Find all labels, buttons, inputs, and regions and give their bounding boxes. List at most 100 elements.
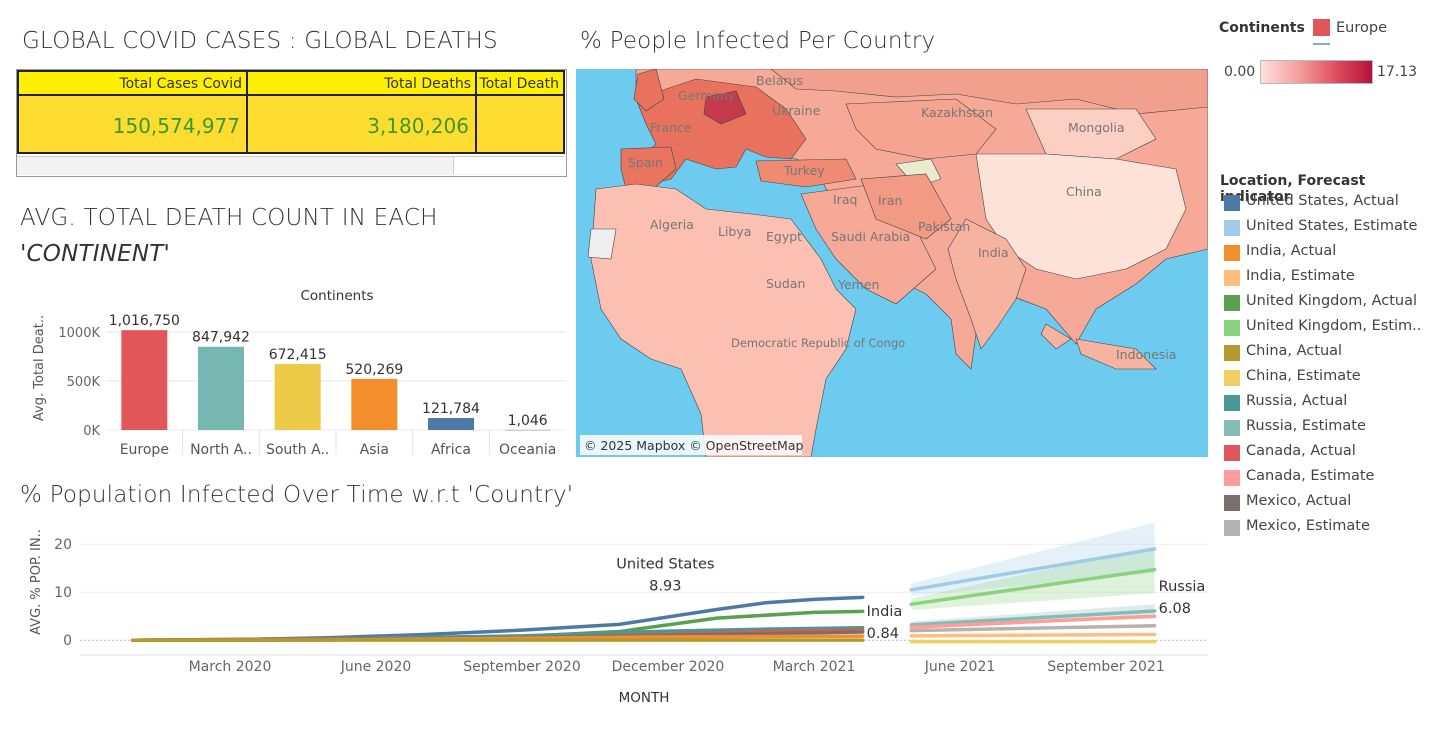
bar-category-label: North A..	[190, 442, 252, 458]
continents-legend-label: Continents	[1219, 20, 1305, 36]
continent-title-line2: 'CONTINENT'	[20, 241, 171, 267]
map-label-belarus: Belarus	[756, 73, 803, 88]
legend-label: Canada, Estimate	[1246, 468, 1375, 484]
legend-label: India, Estimate	[1246, 268, 1355, 284]
europe-legend-label[interactable]: Europe	[1336, 20, 1387, 36]
legend-swatch	[1224, 295, 1240, 311]
legend-label: China, Actual	[1246, 343, 1343, 359]
map-label-algeria: Algeria	[650, 217, 694, 232]
line-chart-xlabel: MONTH	[619, 690, 670, 706]
legend-swatch	[1224, 320, 1240, 336]
bar-chart-title: Continents	[300, 288, 373, 304]
line-annotation-value: 0.84	[867, 626, 899, 642]
forecast-legend-title: Location, Forecast indicator	[1220, 173, 1366, 205]
kpi-value-total-death	[475, 96, 565, 154]
line-ytick-label: 10	[54, 585, 72, 601]
line-annotation-value: 6.08	[1159, 601, 1191, 617]
bar-ytick-label: 500K	[67, 375, 101, 390]
bar-asia[interactable]	[351, 378, 398, 430]
line-chart-ylabel: AVG. % POP. IN..	[29, 529, 44, 635]
bar-data-label: 121,784	[422, 401, 480, 417]
legend-label: United Kingdom, Actual	[1246, 293, 1418, 309]
line-annotation-label: United States	[616, 556, 714, 572]
line-xtick-label: March 2020	[189, 659, 272, 675]
continent-title-line1: AVG. TOTAL DEATH COUNT IN EACH	[20, 205, 438, 231]
map-label-mongolia: Mongolia	[1068, 120, 1125, 135]
series-united-states-estimate[interactable]	[909, 547, 1157, 592]
color-scale-max: 17.13	[1377, 64, 1418, 80]
bar-europe[interactable]	[121, 330, 168, 430]
legend-swatch	[1224, 345, 1240, 361]
kpi-horizontal-scrollbar[interactable]	[17, 156, 564, 175]
map-label-india: India	[978, 245, 1009, 260]
series-united-kingdom-estimate[interactable]	[909, 567, 1157, 606]
legend-label: Russia, Actual	[1246, 393, 1348, 409]
legend-swatch	[1224, 420, 1240, 436]
map-label-yemen: Yemen	[837, 277, 879, 292]
bar-oceania[interactable]	[504, 429, 551, 431]
map-label-turkey: Turkey	[783, 163, 825, 178]
bar-data-label: 520,269	[345, 362, 403, 378]
line-ytick-label: 0	[63, 633, 72, 649]
map-label-pakistan: Pakistan	[918, 219, 970, 234]
bar-africa[interactable]	[428, 418, 474, 430]
kpi-table: Total Cases Covid Total Deaths Total Dea…	[16, 69, 567, 177]
map-label-egypt: Egypt	[766, 229, 802, 244]
map-label-indonesia: Indonesia	[1116, 347, 1176, 362]
scrollbar-thumb[interactable]	[453, 157, 564, 174]
europe-swatch[interactable]	[1313, 19, 1330, 36]
legend-swatch	[1224, 270, 1240, 286]
line-xtick-label: June 2021	[924, 659, 996, 675]
map-title: % People Infected Per Country	[580, 28, 936, 54]
world-map[interactable]: Belarus Germany Ukraine France Spain Tur…	[576, 69, 1208, 457]
global-cases-title: GLOBAL COVID CASES : GLOBAL DEATHS	[22, 28, 498, 54]
line-xtick-label: June 2020	[340, 659, 412, 675]
bar-category-label: Europe	[120, 442, 169, 458]
legend-label: Mexico, Estimate	[1246, 518, 1370, 534]
bar-north-a-[interactable]	[198, 346, 244, 430]
map-label-libya: Libya	[718, 224, 751, 239]
population-infected-line-chart: AVG. % POP. IN.. MONTH 0 10 20 March 2020 Ju…	[29, 522, 1208, 706]
kpi-header-total-death: Total Death	[475, 70, 565, 96]
line-xtick-label: September 2020	[463, 659, 580, 675]
color-scale-bar	[1260, 60, 1373, 84]
map-attribution[interactable]: © 2025 Mapbox © OpenStreetMap	[584, 438, 803, 453]
line-annotation-value: 8.93	[649, 578, 681, 594]
legend-label: Canada, Actual	[1246, 443, 1356, 459]
kpi-value-total-cases: 150,574,977	[17, 96, 248, 154]
legend-swatch	[1224, 195, 1240, 211]
bar-category-label: Oceania	[499, 442, 556, 458]
legend-swatch	[1224, 395, 1240, 411]
map-label-france: France	[650, 120, 692, 135]
legend-label: Russia, Estimate	[1246, 418, 1366, 434]
series-canada-estimate[interactable]	[909, 614, 1157, 629]
kpi-header-total-cases: Total Cases Covid	[17, 70, 248, 96]
map-label-ukraine: Ukraine	[772, 103, 821, 118]
line-ytick-label: 20	[54, 537, 72, 553]
map-label-iraq: Iraq	[833, 192, 857, 207]
series-russia-estimate[interactable]	[909, 609, 1157, 627]
line-annotation-label: India	[867, 604, 903, 620]
bar-category-label: South A..	[266, 442, 329, 458]
bar-data-label: 1,016,750	[109, 313, 180, 329]
bar-south-a-[interactable]	[274, 363, 321, 430]
bar-data-label: 672,415	[269, 347, 327, 363]
series-india-estimate[interactable]	[909, 632, 1157, 638]
bar-ytick-label: 0K	[83, 424, 100, 439]
legend-label: India, Actual	[1246, 243, 1337, 259]
map-label-china: China	[1066, 184, 1102, 199]
bar-category-label: Africa	[431, 442, 471, 458]
map-label-sudan: Sudan	[766, 276, 805, 291]
legend-swatch	[1224, 495, 1240, 511]
line-xtick-label: September 2021	[1047, 659, 1164, 675]
map-label-germany: Germany	[678, 88, 736, 103]
kpi-header-total-deaths: Total Deaths	[246, 70, 477, 96]
map-label-spain: Spain	[628, 155, 663, 170]
bar-chart-ylabel: Avg. Total Deat..	[32, 315, 47, 421]
bar-data-label: 847,942	[192, 330, 250, 346]
legend-label: United Kingdom, Estim..	[1246, 318, 1422, 334]
legend-scroll-hint	[1313, 43, 1330, 45]
kpi-value-total-deaths: 3,180,206	[246, 96, 477, 154]
series-mexico-estimate[interactable]	[909, 624, 1157, 633]
legend-swatch	[1224, 245, 1240, 261]
